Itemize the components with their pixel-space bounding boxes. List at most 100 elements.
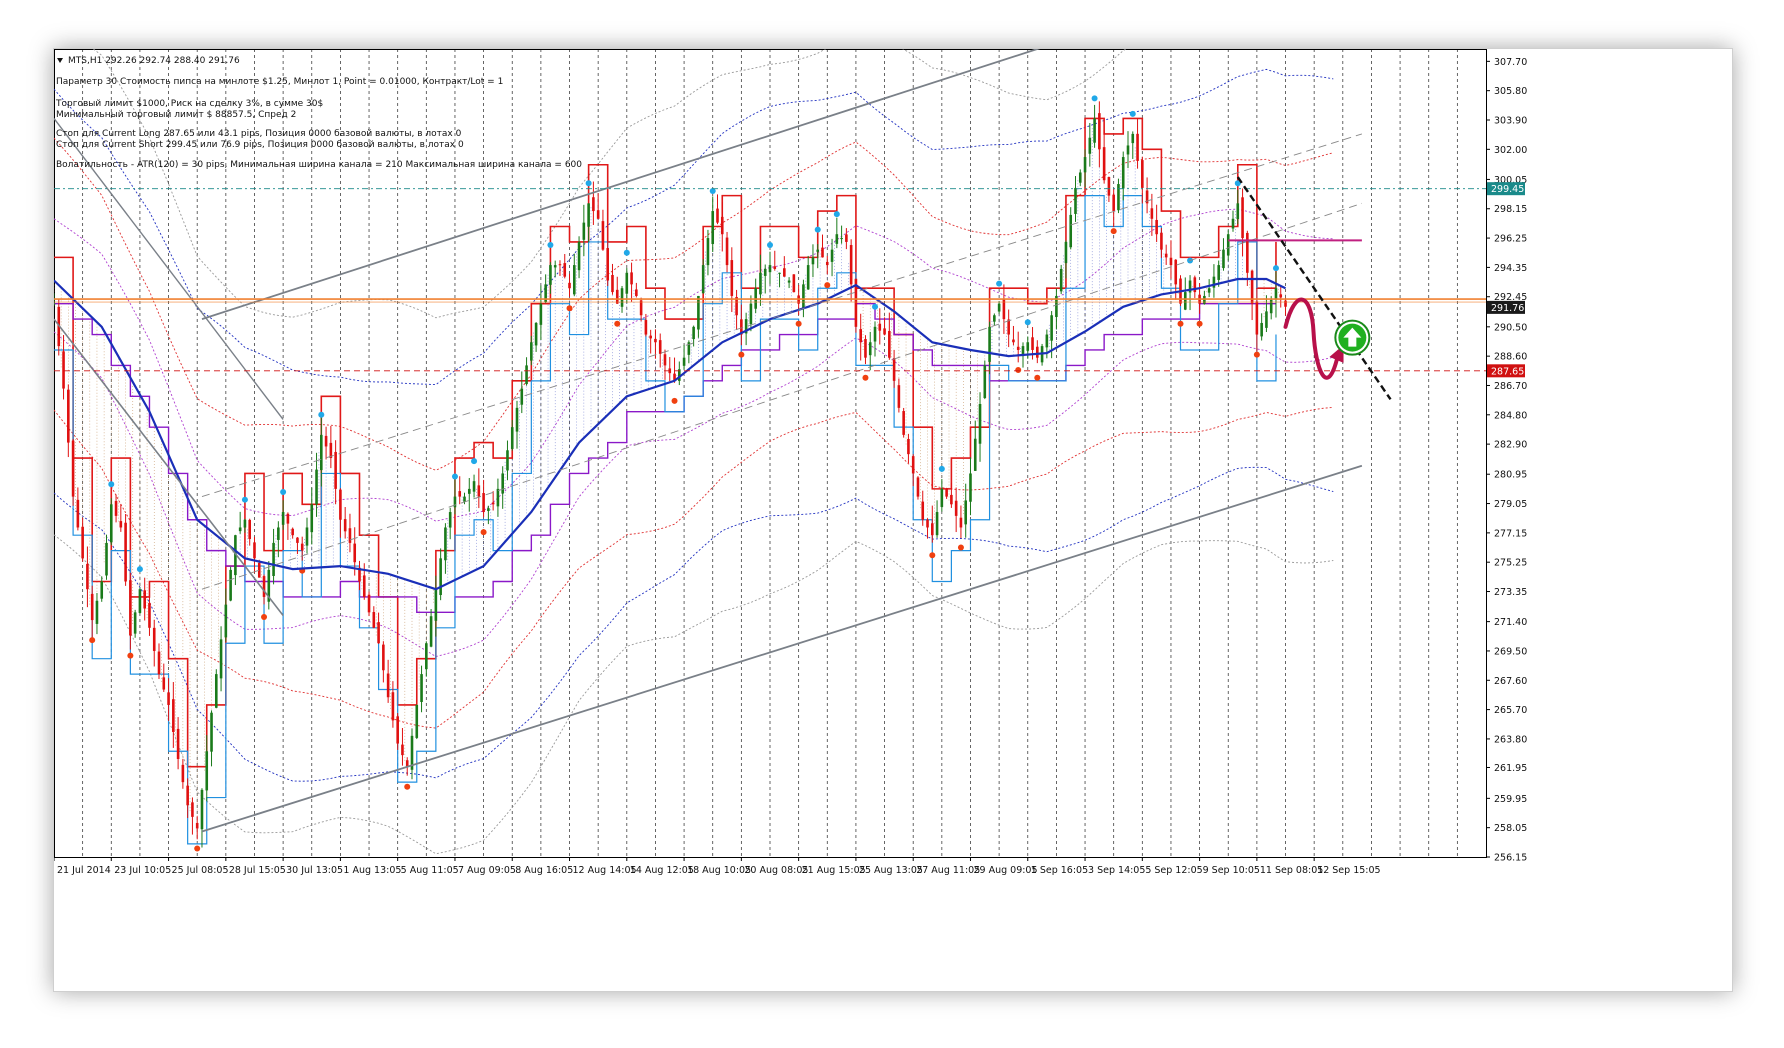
candle-body (315, 469, 318, 505)
fractal-low (738, 351, 745, 358)
candle-body (214, 674, 218, 708)
candle-body (601, 221, 605, 250)
candle-body (768, 265, 772, 273)
candle-body (281, 512, 285, 525)
candle-body (806, 265, 810, 290)
candle-body (86, 563, 89, 590)
candle-body (1203, 295, 1206, 304)
candle-body (520, 388, 524, 405)
candle-body (1250, 270, 1254, 304)
x-tick-label: 5 Aug 11:05 (401, 865, 459, 876)
candle-body (1055, 295, 1058, 318)
price-tag-label: 291.76 (1491, 303, 1524, 314)
candle-body (1222, 249, 1225, 269)
candle-body (372, 612, 376, 628)
fractal-low (824, 282, 831, 289)
candle-body (539, 303, 543, 325)
candle-body (401, 744, 404, 756)
price-tag-current (1487, 300, 1525, 314)
overlay-lines (54, 49, 1486, 833)
fractal-low (194, 845, 201, 852)
candle-body (1269, 299, 1273, 314)
y-tick-label: 303.90 (1494, 115, 1527, 126)
candle-body (940, 488, 944, 507)
candle-body (525, 365, 528, 385)
symbol-line: MTS,H1 292.26 292.74 288.40 291.76 (68, 56, 240, 66)
candle-body (95, 600, 99, 624)
candle-body (964, 500, 968, 525)
candle-body (783, 268, 786, 277)
candle-body (133, 612, 137, 634)
candle-body (71, 440, 75, 497)
candle-body (300, 543, 304, 551)
candle-body (587, 203, 590, 227)
x-tick-label: 12 Aug 14:05 (573, 865, 637, 876)
fractal-low (671, 397, 678, 404)
candle-body (148, 602, 151, 628)
candle-body (983, 365, 987, 399)
candle-body (367, 594, 371, 613)
fractal-high (451, 473, 458, 480)
candle-body (1255, 301, 1259, 335)
candle-body (1107, 177, 1111, 196)
candle-body (1274, 288, 1278, 300)
candle-body (320, 434, 323, 471)
candle-body (993, 315, 996, 322)
candle-body (678, 369, 681, 381)
candle-body (950, 494, 953, 505)
fractal-high (108, 481, 115, 488)
x-tick-label: 20 Aug 08:05 (744, 865, 808, 876)
y-tick-label: 275.25 (1494, 558, 1527, 569)
moving-average-line (54, 277, 1286, 591)
info-line-3: Минимальный торговый лимит $ 88857.5, Сп… (56, 110, 296, 120)
y-tick-label: 305.80 (1494, 86, 1527, 97)
candle-body (243, 519, 247, 528)
y-tick-label: 294.35 (1494, 263, 1527, 274)
candle-body (840, 238, 843, 240)
y-tick-label: 286.70 (1494, 381, 1527, 392)
candle-body (1078, 172, 1082, 183)
candle-body (864, 339, 867, 358)
candle-body (878, 323, 882, 331)
dropdown-triangle-icon[interactable] (57, 58, 63, 63)
info-line-5: Стоп для Current Short 299.45 или 76.9 p… (56, 140, 464, 150)
price-chart[interactable]: 307.70 305.80 303.90 302.00 300.05 298.15 296.… (54, 49, 1732, 991)
candle-body (348, 528, 352, 543)
volatility-band (54, 331, 1334, 657)
candle-body (76, 499, 80, 528)
candle-body (553, 265, 557, 268)
y-tick-label: 307.70 (1494, 57, 1527, 68)
candle-body (763, 268, 767, 276)
candle-body (825, 261, 829, 266)
candle-body (334, 451, 337, 489)
candle-body (615, 289, 619, 304)
candle-body (100, 581, 104, 599)
candle-body (854, 278, 858, 327)
candle-body (310, 504, 314, 533)
candle-body (630, 272, 633, 285)
candle-body (420, 674, 423, 702)
candle-body (620, 288, 624, 307)
price-tag-stop-short (1487, 182, 1525, 196)
forecast-curve (1283, 297, 1340, 380)
candle-body (429, 616, 433, 647)
candle-body (959, 517, 963, 528)
descending-channel-line (54, 318, 284, 616)
candle-body (1160, 232, 1163, 250)
candle-body (811, 257, 815, 265)
candle-body (152, 627, 156, 651)
candle-body (1064, 241, 1068, 264)
candle-body (510, 427, 514, 449)
fractal-high (1091, 95, 1098, 102)
candle-body (186, 785, 189, 806)
candle-body (749, 303, 753, 325)
x-tick-label: 27 Aug 11:05 (916, 865, 980, 876)
y-tick-label: 302.00 (1494, 145, 1527, 156)
volatility-band (54, 68, 1334, 386)
trendline-dashed (1236, 176, 1392, 401)
fractal-high (872, 303, 879, 310)
fractal-low (1110, 228, 1117, 235)
candle-body (973, 438, 977, 471)
candle-body (382, 644, 385, 671)
fractal-low (795, 320, 802, 327)
